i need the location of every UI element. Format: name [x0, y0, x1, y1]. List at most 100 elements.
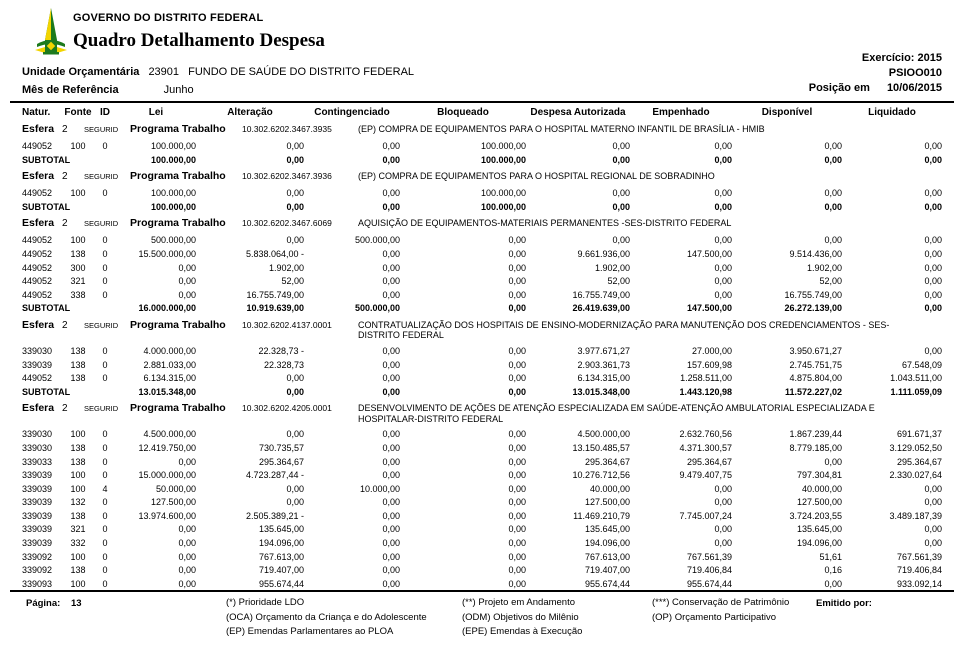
- cell: 27.000,00: [691, 345, 732, 356]
- cell: 339092: [22, 565, 53, 576]
- mes-value: Junho: [163, 84, 194, 96]
- cell: 0: [102, 373, 108, 384]
- cell: 0: [102, 429, 108, 440]
- table-row: 339030 100 0 4.500.000,00 0,00 0,00 0,00 4.500.…: [0, 428, 964, 442]
- column-header: Liquidado: [868, 107, 916, 118]
- cell: 135.645,00: [258, 524, 304, 535]
- cell: 0,00: [382, 524, 400, 535]
- cell: 0,00: [924, 524, 942, 535]
- table-row: 339092 138 0 0,00 719.407,00 0,00 0,00 719.407,…: [0, 564, 964, 578]
- cell: 295.364,67: [258, 456, 304, 467]
- cell: 0,00: [508, 276, 526, 287]
- cell: 2.903.361,73: [577, 359, 630, 370]
- cell: 449052: [22, 188, 53, 199]
- cell: 0,00: [508, 578, 526, 589]
- cell: 0,00: [178, 565, 196, 576]
- subtotal-cell: 0,00: [508, 386, 526, 397]
- cell: 22.328,73 -: [258, 345, 304, 356]
- cell: 0: [102, 470, 108, 481]
- table-row: 339030 138 0 4.000.000,00 22.328,73 - 0,00 0,0…: [0, 345, 964, 359]
- cell: 4: [102, 483, 108, 494]
- report-header: GOVERNO DO DISTRITO FEDERAL Quadro Detal…: [0, 0, 964, 103]
- table-row: 339039 100 0 15.000.000,00 4.723.287,44 - 0,0…: [0, 469, 964, 483]
- cell: 40.000,00: [589, 483, 630, 494]
- cell: 797.304,81: [796, 470, 842, 481]
- cell: 0: [102, 510, 108, 521]
- cell: 0,00: [382, 188, 400, 199]
- cell: 138: [70, 456, 86, 467]
- cell: 0,00: [924, 483, 942, 494]
- cell: 5.838.064,00 -: [245, 248, 304, 259]
- cell: 100: [70, 578, 86, 589]
- esfera-value: 2: [62, 319, 68, 331]
- subtotal-cell: 0,00: [286, 154, 304, 165]
- programa-trabalho-code: 10.302.6202.3467.3935: [242, 124, 332, 134]
- cell: 0,00: [382, 456, 400, 467]
- cell: 1.258.511,00: [680, 373, 732, 384]
- cell: 0: [102, 276, 108, 287]
- programa-trabalho-code: 10.302.6202.3467.3936: [242, 171, 332, 182]
- cell: 3.950.671,27: [789, 345, 842, 356]
- cell: 11.469.210,79: [573, 510, 630, 521]
- subtotal-cell: 26.419.639,00: [572, 303, 630, 314]
- programa-trabalho-code: 10.302.6202.3467.6069: [242, 218, 332, 229]
- segurid-label: SEGURID: [84, 172, 119, 182]
- cell: 0,00: [382, 276, 400, 287]
- subtotal-cell: 1.111.059,09: [890, 386, 942, 397]
- subtotal-row: SUBTOTAL 100.000,00 0,00 0,00 100.000,00 0,00…: [0, 201, 964, 215]
- legend-item: (EP) Emendas Parlamentares ao PLOA: [226, 626, 394, 637]
- cell: 6.134.315,00: [577, 373, 630, 384]
- cell: 3.489.187,39: [889, 510, 942, 521]
- cell: 0,00: [714, 497, 732, 508]
- cell: 16.755.749,00: [246, 289, 304, 300]
- cell: 339030: [22, 345, 53, 356]
- cell: 0,00: [508, 538, 526, 549]
- column-header: Alteração: [227, 107, 273, 118]
- cell: 0,00: [714, 538, 732, 549]
- cell: 0,00: [924, 345, 942, 356]
- program-section: Esfera 2 SEGURID Programa Trabalho 10.302.62…: [0, 319, 964, 399]
- unidade-code: 23901: [148, 66, 180, 78]
- cell: 0,00: [924, 497, 942, 508]
- cell: 0,00: [508, 456, 526, 467]
- subtotal-cell: 0,00: [924, 154, 942, 165]
- programa-trabalho-label: Programa Trabalho: [130, 217, 226, 230]
- column-header: Fonte: [64, 107, 92, 118]
- cell: 135.645,00: [796, 524, 842, 535]
- cell: 0,00: [612, 141, 630, 151]
- cell: 719.407,00: [584, 565, 630, 576]
- cell: 100: [70, 551, 86, 562]
- cell: 449052: [22, 289, 53, 300]
- programa-trabalho-label: Programa Trabalho: [130, 402, 226, 415]
- cell: 0,00: [714, 141, 732, 151]
- cell: 10.000,00: [359, 483, 400, 494]
- cell: 100: [70, 429, 86, 440]
- table-row: 339039 138 0 2.881.033,00 22.328,73 0,00 0,00 2…: [0, 359, 964, 373]
- cell: 0,00: [924, 262, 942, 273]
- cell: 100.000,00: [150, 141, 196, 151]
- subtotal-cell: 0,00: [612, 154, 630, 165]
- subtotal-cell: 0,00: [924, 303, 942, 314]
- cell: 0,00: [508, 429, 526, 440]
- header-rule: [10, 101, 954, 103]
- programa-trabalho-label: Programa Trabalho: [130, 318, 226, 331]
- cell: 339039: [22, 497, 53, 508]
- cell: 138: [70, 345, 86, 356]
- cell: 0,00: [382, 565, 400, 576]
- cell: 321: [70, 276, 86, 287]
- cell: 1.902,00: [806, 262, 842, 273]
- column-header: ID: [100, 107, 110, 118]
- unidade-label: Unidade Orçamentária: [22, 66, 140, 78]
- cell: 52,00: [281, 276, 304, 287]
- cell: 0,00: [924, 141, 942, 151]
- subtotal-cell: 100.000,00: [480, 154, 526, 165]
- esfera-label: Esfera: [22, 318, 55, 331]
- cell: 719.407,00: [258, 565, 304, 576]
- cell: 719.406,84: [686, 565, 732, 576]
- cell: 0,00: [178, 456, 196, 467]
- mes-referencia-line: Mês de Referência Junho: [22, 84, 194, 96]
- cell: 4.371.300,57: [679, 442, 732, 453]
- subtotal-cell: 147.500,00: [686, 303, 732, 314]
- subtotal-cell: 13.015.348,00: [138, 386, 196, 397]
- cell: 9.479.407,75: [679, 470, 732, 481]
